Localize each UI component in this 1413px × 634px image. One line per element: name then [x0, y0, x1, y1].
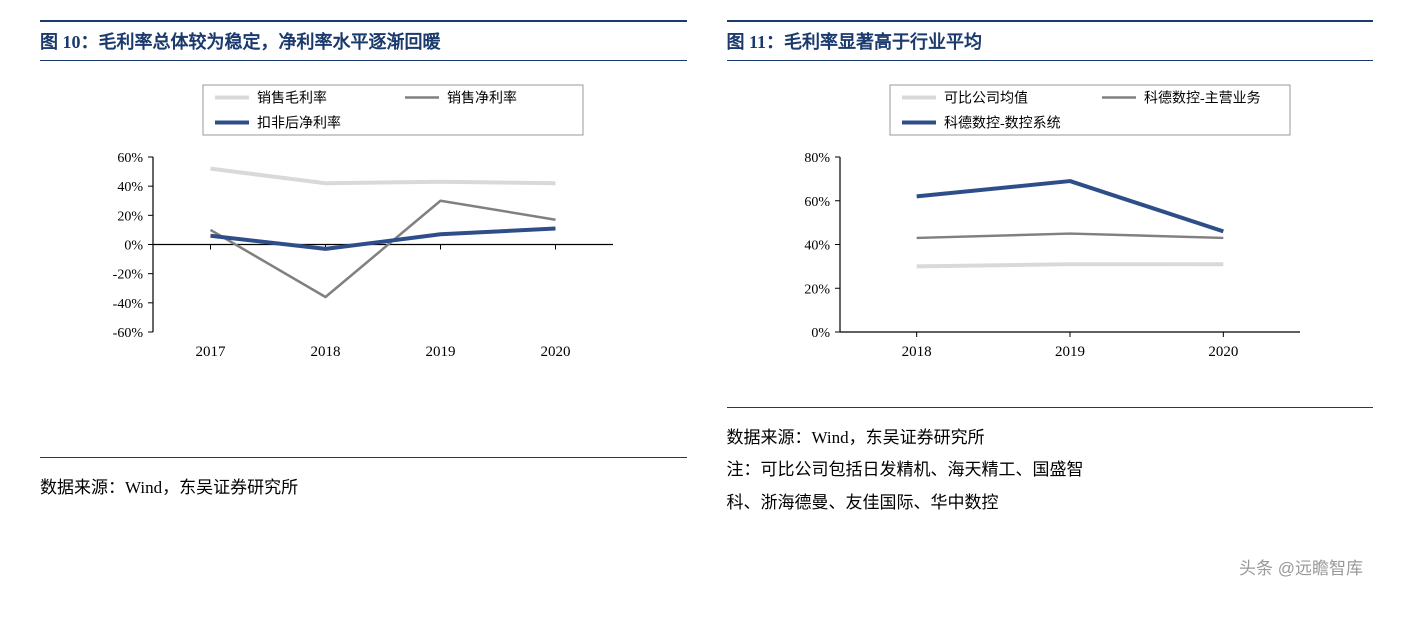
svg-text:-60%: -60%: [113, 326, 144, 341]
svg-text:60%: 60%: [804, 195, 830, 210]
watermark: 头条 @远瞻智库: [1239, 554, 1363, 579]
right-chart: 0% 20% 40% 60% 80% 2018 2019 2020 可比公司均值 科德数控-主营业…: [770, 77, 1330, 377]
svg-text:扣非后净利率: 扣非后净利率: [257, 115, 341, 132]
right-note-1: 注：可比公司包括日发精机、海天精工、国盛智: [727, 454, 1374, 486]
svg-text:科德数控-数控系统: 科德数控-数控系统: [944, 116, 1061, 132]
left-title: 图 10：毛利率总体较为稳定，净利率水平逐渐回暖: [40, 32, 441, 52]
right-title-bar: 图 11：毛利率显著高于行业平均: [727, 20, 1374, 61]
svg-text:2018: 2018: [901, 344, 931, 360]
left-source-block: 数据来源：Wind，东吴证券研究所: [40, 457, 687, 504]
svg-text:40%: 40%: [804, 239, 830, 254]
svg-text:2017: 2017: [196, 344, 227, 360]
svg-text:0%: 0%: [811, 326, 830, 341]
svg-text:可比公司均值: 可比公司均值: [944, 91, 1028, 107]
svg-text:销售毛利率: 销售毛利率: [257, 90, 327, 107]
svg-text:科德数控-主营业务: 科德数控-主营业务: [1144, 91, 1261, 107]
svg-text:-40%: -40%: [113, 297, 144, 312]
svg-text:2019: 2019: [426, 344, 456, 360]
svg-text:2020: 2020: [1208, 344, 1238, 360]
svg-text:2018: 2018: [311, 344, 341, 360]
left-source: 数据来源：Wind，东吴证券研究所: [40, 472, 687, 504]
two-panel-container: 图 10：毛利率总体较为稳定，净利率水平逐渐回暖 -60% -40% -20% 0% 2…: [0, 0, 1413, 539]
right-panel: 图 11：毛利率显著高于行业平均 0% 20% 40% 60% 80% 2018 2019 2…: [727, 20, 1374, 519]
svg-text:20%: 20%: [118, 209, 144, 224]
left-title-bar: 图 10：毛利率总体较为稳定，净利率水平逐渐回暖: [40, 20, 687, 61]
left-panel: 图 10：毛利率总体较为稳定，净利率水平逐渐回暖 -60% -40% -20% 0% 2…: [40, 20, 687, 519]
svg-text:80%: 80%: [804, 151, 830, 166]
right-source-block: 数据来源：Wind，东吴证券研究所 注：可比公司包括日发精机、海天精工、国盛智 …: [727, 407, 1374, 519]
svg-text:销售净利率: 销售净利率: [447, 90, 517, 107]
svg-text:20%: 20%: [804, 282, 830, 297]
right-note-2: 科、浙海德曼、友佳国际、华中数控: [727, 487, 1374, 519]
right-source: 数据来源：Wind，东吴证券研究所: [727, 422, 1374, 454]
svg-text:0%: 0%: [125, 239, 144, 254]
svg-text:2020: 2020: [541, 344, 571, 360]
svg-text:60%: 60%: [118, 151, 144, 166]
svg-text:40%: 40%: [118, 180, 144, 195]
svg-text:-20%: -20%: [113, 268, 144, 283]
left-chart: -60% -40% -20% 0% 20% 40% 60% 2017 2018 2019 2020 销…: [83, 77, 643, 377]
svg-text:2019: 2019: [1055, 344, 1085, 360]
right-title: 图 11：毛利率显著高于行业平均: [727, 32, 983, 52]
